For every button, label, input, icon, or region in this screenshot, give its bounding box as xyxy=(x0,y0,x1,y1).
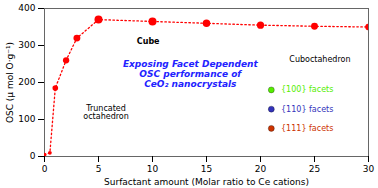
svg-text:10: 10 xyxy=(147,164,159,174)
svg-text:Cube: Cube xyxy=(137,37,160,46)
svg-text:{111} facets: {111} facets xyxy=(281,124,333,133)
svg-text:Surfactant amount (Molar ratio: Surfactant amount (Molar ratio to Ce cat… xyxy=(104,177,309,187)
svg-text:300: 300 xyxy=(18,40,35,50)
svg-text:15: 15 xyxy=(201,164,212,174)
svg-text:400: 400 xyxy=(18,3,35,13)
svg-text:{100} facets: {100} facets xyxy=(281,85,333,94)
svg-text:100: 100 xyxy=(18,114,35,124)
svg-text:{110} facets: {110} facets xyxy=(281,105,333,114)
svg-text:30: 30 xyxy=(363,164,375,174)
svg-text:0: 0 xyxy=(42,164,48,174)
svg-text:0: 0 xyxy=(30,151,36,161)
svg-text:OSC (μ mol O·g⁻¹): OSC (μ mol O·g⁻¹) xyxy=(5,42,15,123)
svg-text:Exposing Facet DependentOSC pe: Exposing Facet DependentOSC performance … xyxy=(123,59,259,89)
svg-text:Truncatedoctahedron: Truncatedoctahedron xyxy=(83,104,128,122)
svg-text:200: 200 xyxy=(18,77,35,87)
svg-text:5: 5 xyxy=(96,164,102,174)
svg-text:Cuboctahedron: Cuboctahedron xyxy=(289,55,350,64)
svg-text:25: 25 xyxy=(309,164,320,174)
svg-text:20: 20 xyxy=(255,164,267,174)
